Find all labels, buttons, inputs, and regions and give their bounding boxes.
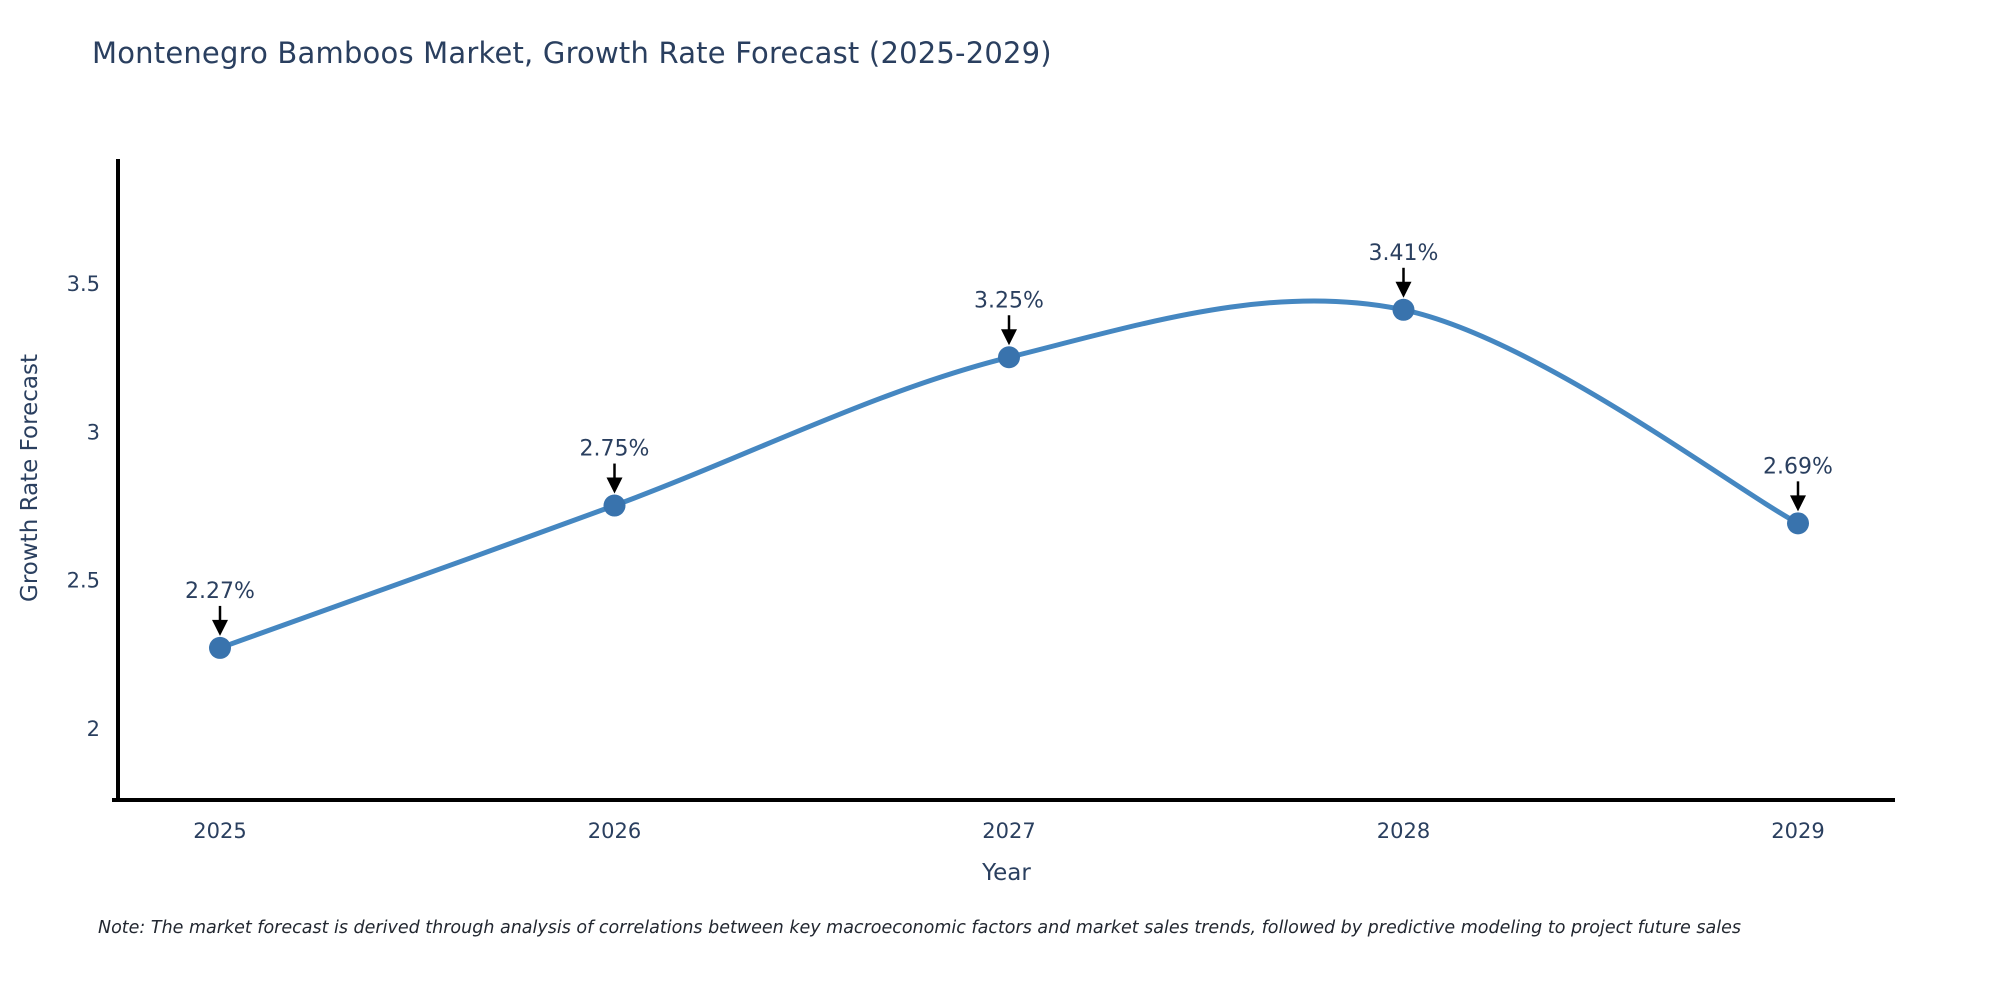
y-tick-label: 2 bbox=[87, 717, 100, 741]
data-point-2029[interactable] bbox=[1787, 512, 1809, 535]
point-label: 3.25% bbox=[974, 288, 1044, 313]
x-tick-label: 2029 bbox=[1771, 819, 1824, 843]
annotation-arrowhead bbox=[606, 477, 623, 494]
annotation-arrowhead bbox=[212, 619, 228, 636]
x-tick-label: 2027 bbox=[982, 819, 1035, 843]
point-label: 2.27% bbox=[185, 579, 255, 604]
y-tick-label: 2.5 bbox=[67, 569, 100, 593]
data-point-2028[interactable] bbox=[1392, 298, 1415, 321]
x-tick-label: 2026 bbox=[588, 819, 641, 843]
data-point-2026[interactable] bbox=[603, 494, 626, 517]
chart-title: Montenegro Bamboos Market, Growth Rate F… bbox=[92, 36, 1052, 70]
point-label: 2.75% bbox=[580, 437, 650, 462]
point-label: 2.69% bbox=[1763, 454, 1833, 479]
y-axis-title: Growth Rate Forecast bbox=[17, 354, 43, 602]
annotation-arrowhead bbox=[1395, 281, 1412, 298]
y-tick-label: 3 bbox=[87, 420, 100, 444]
x-tick-label: 2028 bbox=[1377, 819, 1430, 843]
annotation-arrowhead bbox=[1001, 329, 1017, 346]
annotation-arrowhead bbox=[1790, 495, 1806, 512]
y-tick-label: 3.5 bbox=[67, 272, 100, 296]
data-point-2025[interactable] bbox=[209, 636, 231, 659]
point-label: 3.41% bbox=[1369, 241, 1439, 266]
footnote: Note: The market forecast is derived thr… bbox=[98, 918, 1741, 938]
x-axis-title: Year bbox=[982, 860, 1031, 886]
x-tick-label: 2025 bbox=[193, 819, 246, 843]
data-point-2027[interactable] bbox=[998, 346, 1020, 369]
